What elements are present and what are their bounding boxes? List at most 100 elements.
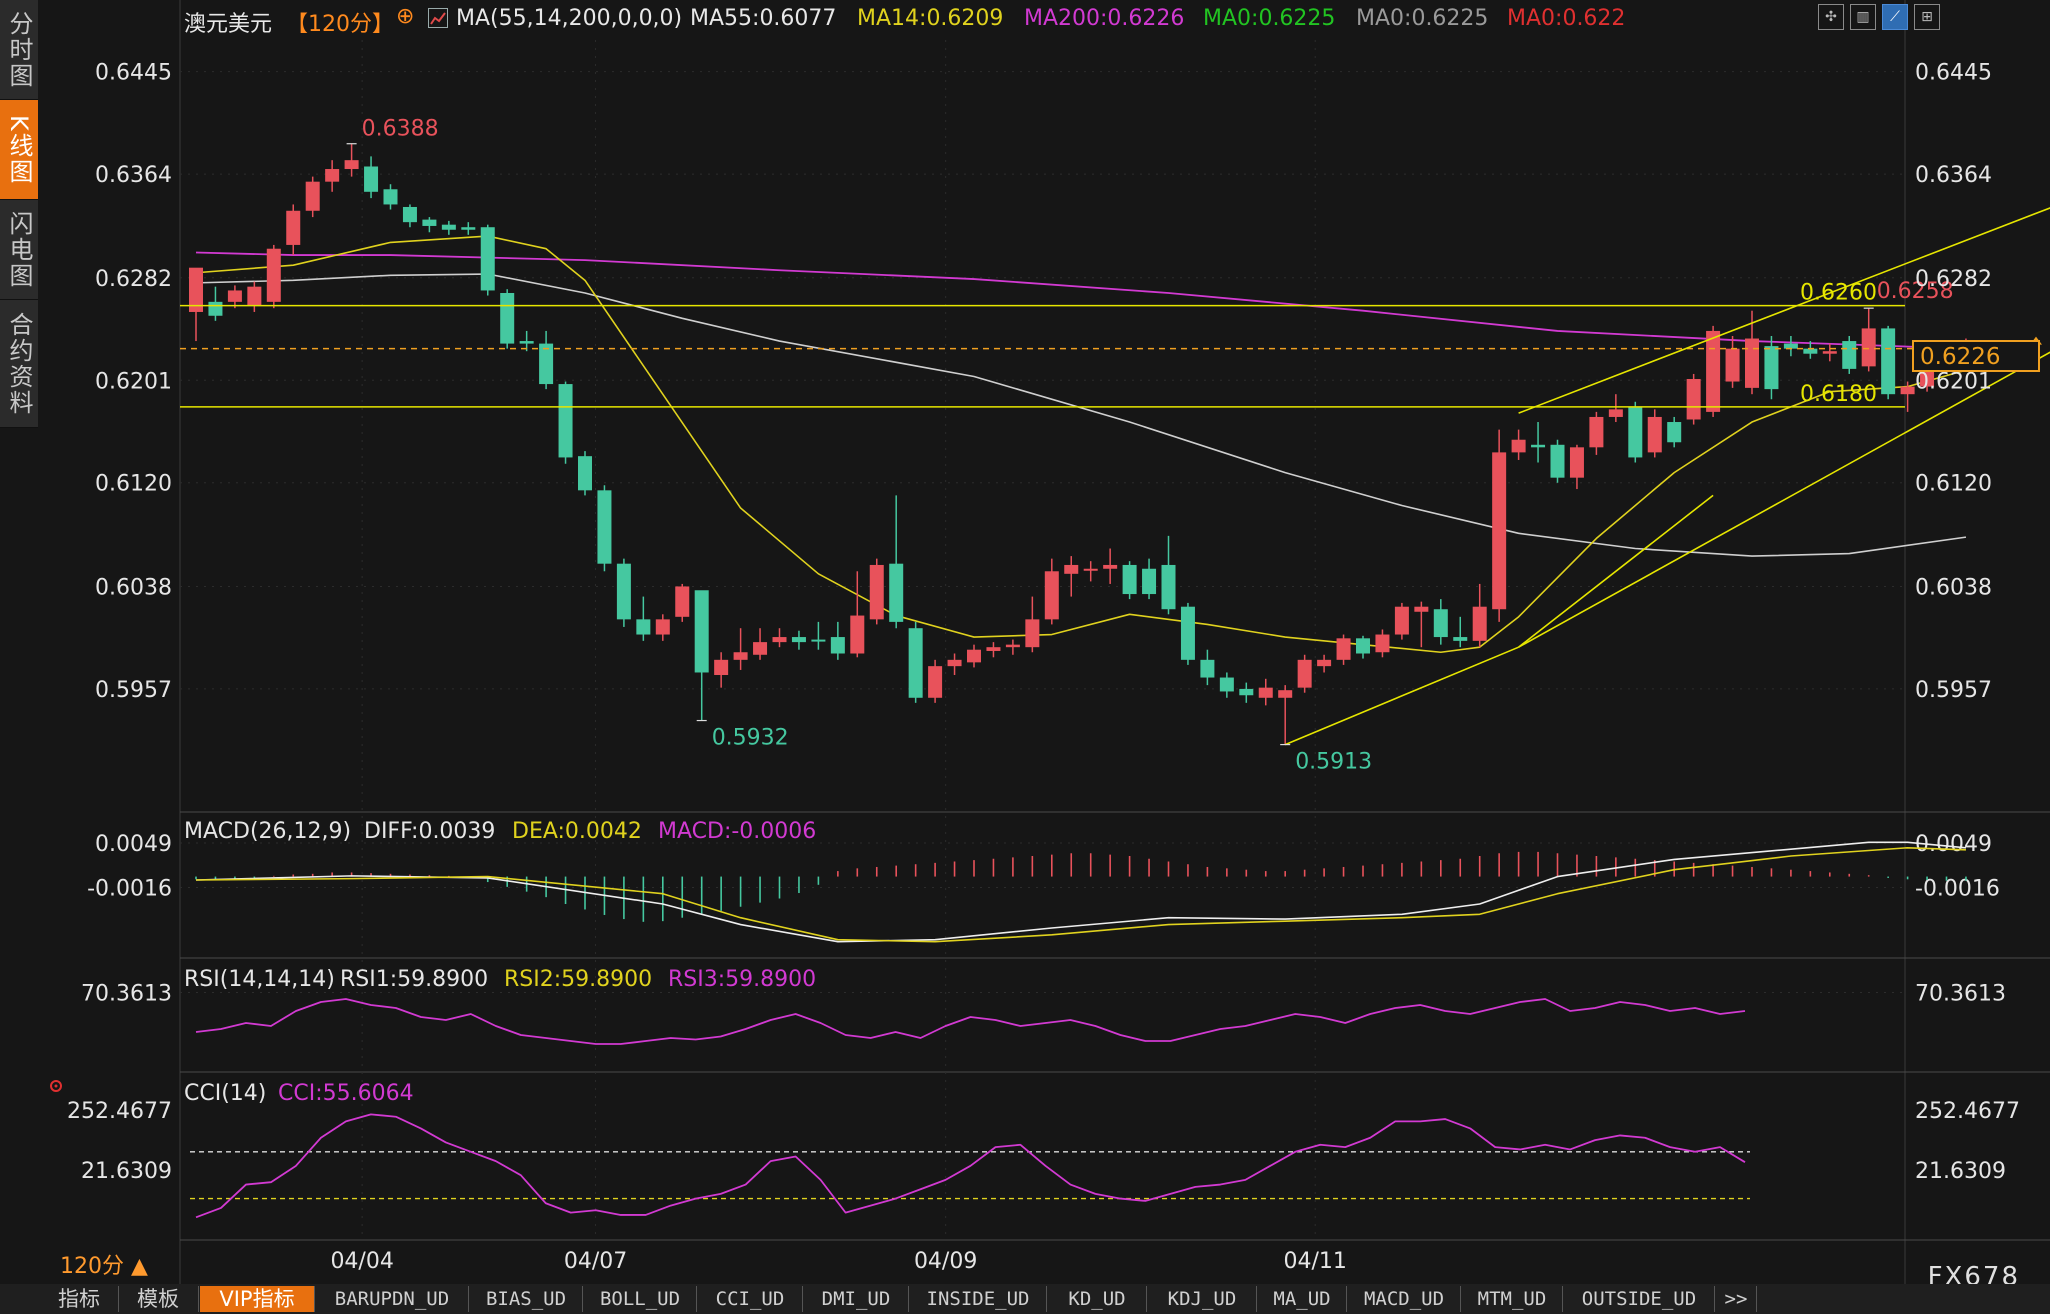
- candle-body: [422, 219, 437, 226]
- recent-high-label: 0.6258: [1877, 279, 1954, 304]
- indicator-panes: MACD(26,12,9) DIFF:0.0039 DEA:0.0042 MACD:-…: [50, 819, 2020, 1219]
- candle-body: [1453, 637, 1468, 641]
- candle-body: [1200, 659, 1215, 678]
- high-label: 0.6388: [362, 117, 439, 142]
- draw-line-icon[interactable]: ⟋: [1882, 4, 1908, 30]
- candle-body: [1589, 416, 1604, 448]
- tab-vip-indicator[interactable]: VIP指标: [200, 1286, 315, 1312]
- price-tick-right: 0.6120: [1915, 472, 1992, 497]
- period-badge[interactable]: 【120分】: [286, 12, 394, 37]
- candle-body: [189, 267, 203, 312]
- candle-body: [850, 615, 865, 654]
- price-tick-right: 0.5957: [1915, 678, 1992, 703]
- price-tick-right: 0.6445: [1915, 61, 1992, 86]
- cci-tick-right: 21.6309: [1915, 1159, 2006, 1184]
- candle-body: [714, 659, 729, 676]
- tab-barupdn[interactable]: BARUPDN_UD: [316, 1286, 469, 1312]
- candle-body: [1628, 406, 1643, 458]
- price-tick-left: 0.6201: [95, 369, 172, 394]
- resistance-label: 0.6260: [1800, 281, 1877, 306]
- tab-dmi[interactable]: DMI_UD: [804, 1286, 909, 1312]
- tab-kd[interactable]: KD_UD: [1048, 1286, 1147, 1312]
- ma14-line: [195, 235, 1967, 654]
- candle-body: [1706, 330, 1721, 412]
- ma0-value-b: MA0:0.6225: [1356, 6, 1489, 31]
- candle-body: [811, 639, 826, 642]
- tab-more[interactable]: >>: [1716, 1286, 1757, 1312]
- tab-kline-chart[interactable]: K线图: [0, 100, 38, 200]
- price-tick-right: 0.6282: [1915, 267, 1992, 292]
- crosshair-icon[interactable]: ✣: [1818, 4, 1844, 30]
- tab-bias[interactable]: BIAS_UD: [470, 1286, 583, 1312]
- macd-value: MACD:-0.0006: [658, 819, 816, 844]
- candle-body: [266, 248, 281, 302]
- candle-body: [500, 292, 515, 344]
- indicator-icon[interactable]: ⊞: [1914, 4, 1940, 30]
- price-tick-left: 0.5957: [95, 678, 172, 703]
- signal-icon-dot: [54, 1084, 58, 1088]
- tab-inside[interactable]: INSIDE_UD: [910, 1286, 1047, 1312]
- candle-body: [1900, 386, 1915, 395]
- candle-body: [539, 343, 554, 385]
- moving-average-lines: [195, 235, 1967, 654]
- tab-cci[interactable]: CCI_UD: [698, 1286, 803, 1312]
- rsi-tick-right: 70.3613: [1915, 981, 2006, 1006]
- tab-ma[interactable]: MA_UD: [1258, 1286, 1347, 1312]
- price-tick-left: 0.6364: [95, 163, 172, 188]
- add-icon[interactable]: ⊕: [396, 4, 415, 29]
- candle-body: [772, 637, 787, 643]
- rsi3-value: RSI3:59.8900: [668, 967, 816, 992]
- signal-icon: [50, 1080, 62, 1092]
- tab-contract-info[interactable]: 合约资料: [0, 300, 38, 428]
- grid-lines: [179, 0, 2050, 1284]
- candle-body: [1394, 606, 1409, 635]
- candle-body: [1569, 447, 1584, 478]
- candle-body: [1142, 568, 1157, 595]
- candle-body: [1103, 564, 1118, 569]
- tab-macd[interactable]: MACD_UD: [1348, 1286, 1461, 1312]
- date-tick: 04/07: [564, 1249, 627, 1274]
- date-tick: 04/11: [1283, 1249, 1346, 1274]
- price-tick-left: 0.6120: [95, 472, 172, 497]
- period-selector[interactable]: 120分 ▲: [60, 1254, 148, 1279]
- candle-body: [383, 189, 398, 205]
- candle-body: [1531, 444, 1546, 448]
- tab-boll[interactable]: BOLL_UD: [584, 1286, 697, 1312]
- ma0-value-a: MA0:0.6225: [1203, 6, 1336, 31]
- macd-dea: DEA:0.0042: [512, 819, 642, 844]
- trend-line: [1518, 207, 2050, 414]
- macd-dea-line: [195, 846, 1966, 943]
- candle-body: [830, 637, 845, 654]
- tab-template[interactable]: 模板: [118, 1286, 199, 1312]
- tab-outside[interactable]: OUTSIDE_UD: [1564, 1286, 1715, 1312]
- candle-body: [364, 166, 379, 192]
- candle-body: [1764, 346, 1779, 390]
- chart-type-icon[interactable]: [428, 8, 448, 28]
- layout-icon[interactable]: ▥: [1850, 4, 1876, 30]
- candle-body: [1783, 343, 1798, 349]
- tab-time-chart[interactable]: 分时图: [0, 0, 38, 100]
- candle-body: [694, 590, 709, 673]
- ma0-value-c: MA0:0.622: [1507, 6, 1626, 31]
- candle-body: [1745, 338, 1759, 388]
- tab-kdj[interactable]: KDJ_UD: [1148, 1286, 1257, 1312]
- support-label: 0.6180: [1800, 382, 1877, 407]
- candle-body: [616, 563, 631, 620]
- candle-body: [1258, 687, 1273, 698]
- candle-body: [1083, 568, 1098, 571]
- candle-body: [1414, 606, 1429, 612]
- last-price-tag: 0.6226: [1912, 340, 2040, 372]
- candle-body: [908, 628, 923, 698]
- candle-body: [1511, 439, 1526, 453]
- price-tick-left: 0.6445: [95, 61, 172, 86]
- candle-body: [247, 286, 262, 306]
- tab-mtm[interactable]: MTM_UD: [1462, 1286, 1563, 1312]
- tab-indicator[interactable]: 指标: [40, 1286, 119, 1312]
- ma14-value: MA14:0.6209: [857, 6, 1004, 31]
- price-tick-left: 0.6282: [95, 267, 172, 292]
- candle-body: [1686, 379, 1701, 420]
- macd-diff-line: [195, 841, 1967, 943]
- tab-flash-chart[interactable]: 闪电图: [0, 200, 38, 300]
- candle-body: [1375, 634, 1390, 653]
